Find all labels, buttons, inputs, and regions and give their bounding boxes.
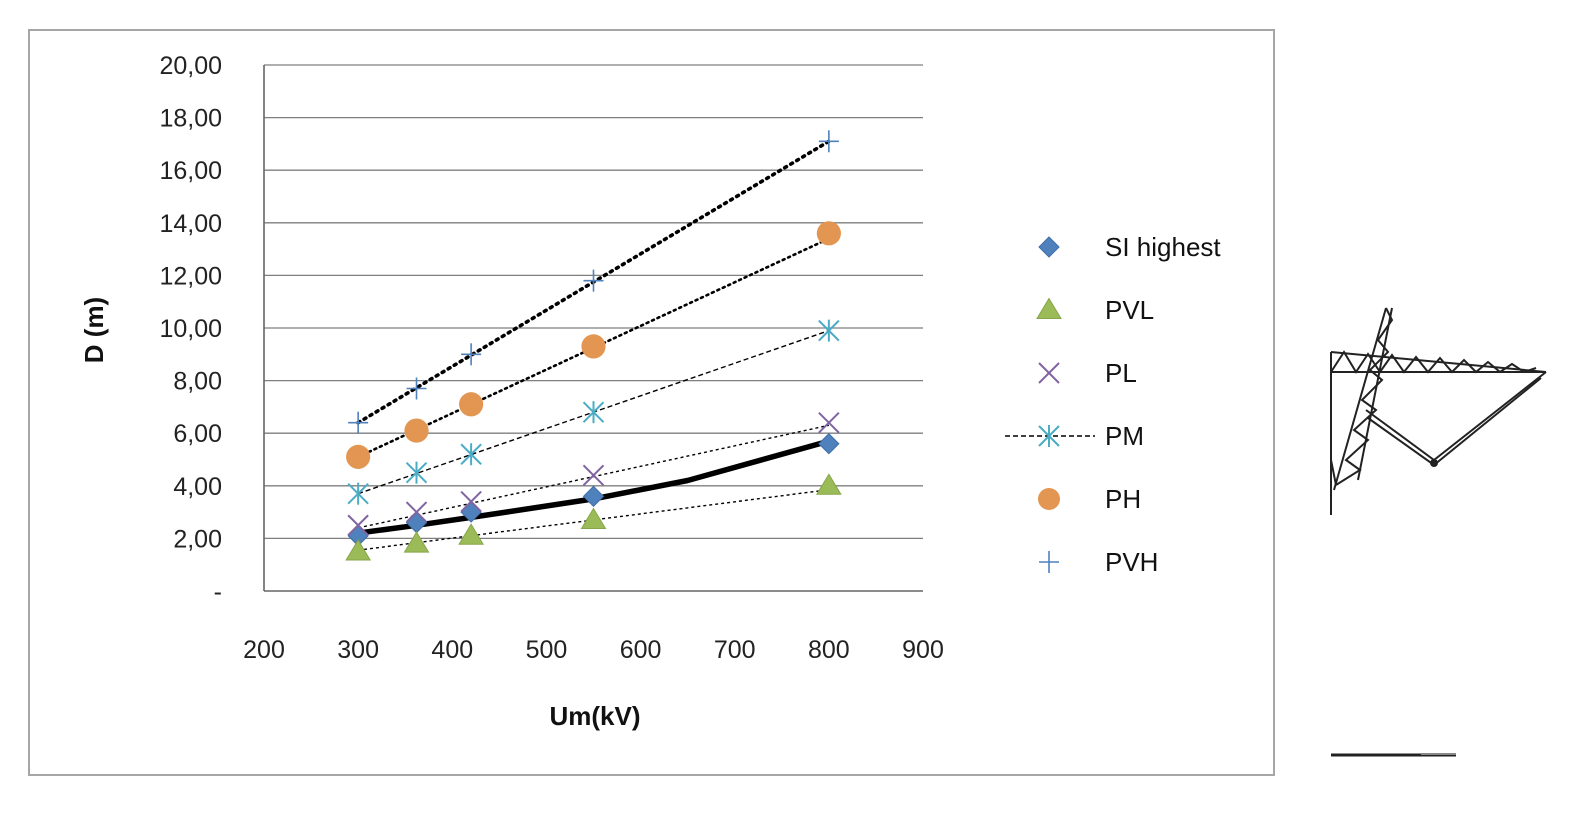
point-ph <box>816 221 841 246</box>
x-tick-label: 300 <box>337 636 379 664</box>
point-pvl <box>458 523 484 545</box>
y-tick-label: 20,00 <box>159 52 222 80</box>
point-pm <box>582 401 605 424</box>
legend-item-ph: PH <box>1038 484 1141 514</box>
x-tick-label: 900 <box>902 636 944 664</box>
point-pl <box>405 501 428 523</box>
legend-item-si-highest: SI highest <box>1038 232 1221 262</box>
x-tick-labels: 200 300 400 500 600 700 800 900 <box>243 636 944 664</box>
point-pm <box>460 443 482 466</box>
x-tick-label: 600 <box>620 636 662 664</box>
point-si-highest <box>818 433 840 455</box>
point-pm <box>818 319 840 342</box>
legend: SI highest PVL PL PM PH PVH <box>1005 232 1221 577</box>
legend-label: PM <box>1105 421 1144 451</box>
point-pvh <box>461 343 482 366</box>
point-pl <box>460 490 482 513</box>
legend-item-pl: PL <box>1038 358 1137 388</box>
legend-marker-pvl <box>1036 297 1062 319</box>
point-pm <box>405 461 428 484</box>
y-tick-label: 6,00 <box>173 420 222 448</box>
trendline-pvl <box>358 489 829 551</box>
point-pvl <box>403 531 430 553</box>
y-tick-label: 4,00 <box>173 473 222 501</box>
point-ph <box>459 392 484 417</box>
legend-item-pvh: PVH <box>1039 547 1158 577</box>
y-tick-label: 2,00 <box>173 525 222 553</box>
point-pvh <box>818 130 839 153</box>
legend-marker-pl <box>1038 362 1060 384</box>
point-pvl <box>815 473 842 495</box>
grid-layer <box>263 64 923 592</box>
legend-item-pvl: PVL <box>1036 295 1154 325</box>
chart-svg: - 2,00 4,00 6,00 8,00 10,00 12,00 14,00 16,00 18,… <box>79 52 1221 731</box>
point-pvl <box>345 539 372 561</box>
x-tick-label: 400 <box>431 636 473 664</box>
x-axis-title: Um(kV) <box>549 701 640 731</box>
legend-label: PVL <box>1105 295 1154 325</box>
point-pvh <box>583 269 604 292</box>
point-ph <box>404 418 429 443</box>
point-pvh <box>406 377 427 400</box>
x-tick-label: 800 <box>808 636 850 664</box>
point-pm <box>347 482 369 505</box>
x-tick-label: 200 <box>243 636 285 664</box>
point-si-highest <box>405 511 428 534</box>
legend-marker-pm <box>1038 425 1060 447</box>
legend-label: SI highest <box>1105 232 1221 262</box>
y-tick-label: - <box>214 578 222 606</box>
y-tick-label: 10,00 <box>159 315 222 343</box>
point-si-highest <box>582 485 605 508</box>
legend-marker-si-highest <box>1038 236 1060 258</box>
trendline-si-highest <box>355 438 832 536</box>
point-pl <box>347 514 369 536</box>
legend-marker-ph <box>1038 488 1060 510</box>
y-tick-label: 14,00 <box>159 210 222 238</box>
y-axis-title: D (m) <box>79 297 109 363</box>
point-pvl <box>580 507 607 529</box>
point-pl <box>818 411 840 434</box>
legend-item-pm: PM <box>1005 421 1144 451</box>
data-points <box>345 130 842 561</box>
tower-drawing <box>1330 307 1547 757</box>
point-ph <box>581 334 606 359</box>
y-tick-labels: - 2,00 4,00 6,00 8,00 10,00 12,00 14,00 16,00 18,… <box>159 52 222 606</box>
y-tick-label: 12,00 <box>159 262 222 290</box>
point-ph <box>346 444 371 469</box>
legend-label: PVH <box>1105 547 1158 577</box>
chart-frame <box>28 29 1275 776</box>
legend-label: PH <box>1105 484 1141 514</box>
y-tick-label: 8,00 <box>173 368 222 396</box>
point-pvh <box>348 411 369 434</box>
y-tick-label: 16,00 <box>159 157 222 185</box>
x-tick-label: 500 <box>526 636 568 664</box>
legend-label: PL <box>1105 358 1137 388</box>
legend-marker-pvh <box>1039 551 1059 573</box>
point-pl <box>582 464 605 486</box>
y-tick-label: 18,00 <box>159 105 222 133</box>
x-tick-label: 700 <box>714 636 756 664</box>
